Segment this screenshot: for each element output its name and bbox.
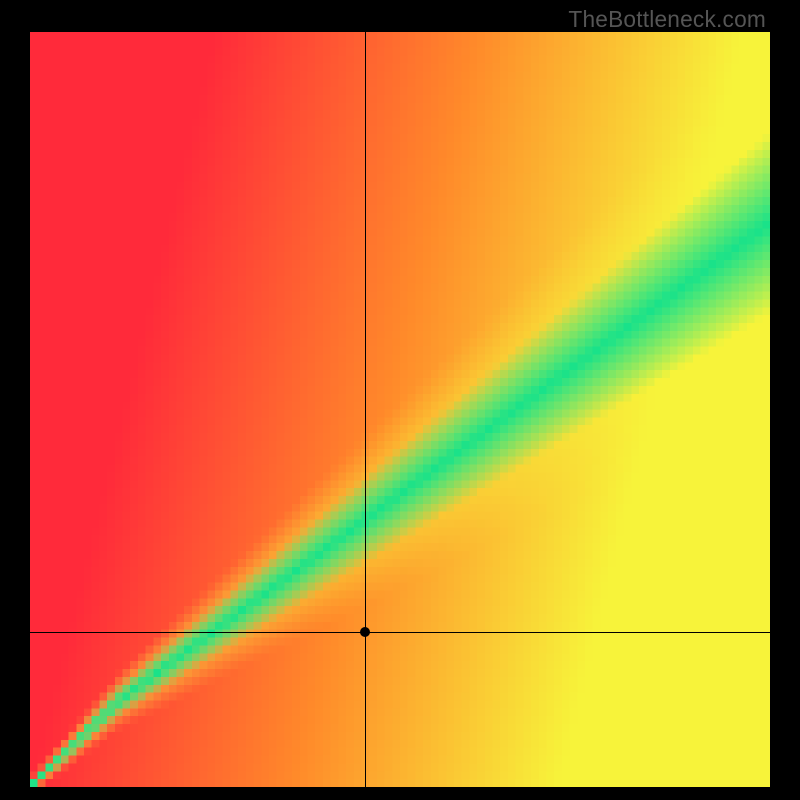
crosshair-vertical xyxy=(365,32,366,787)
heatmap-canvas xyxy=(30,32,770,787)
crosshair-horizontal xyxy=(30,632,770,633)
watermark-text: TheBottleneck.com xyxy=(568,6,766,33)
bottleneck-heatmap xyxy=(30,32,770,787)
